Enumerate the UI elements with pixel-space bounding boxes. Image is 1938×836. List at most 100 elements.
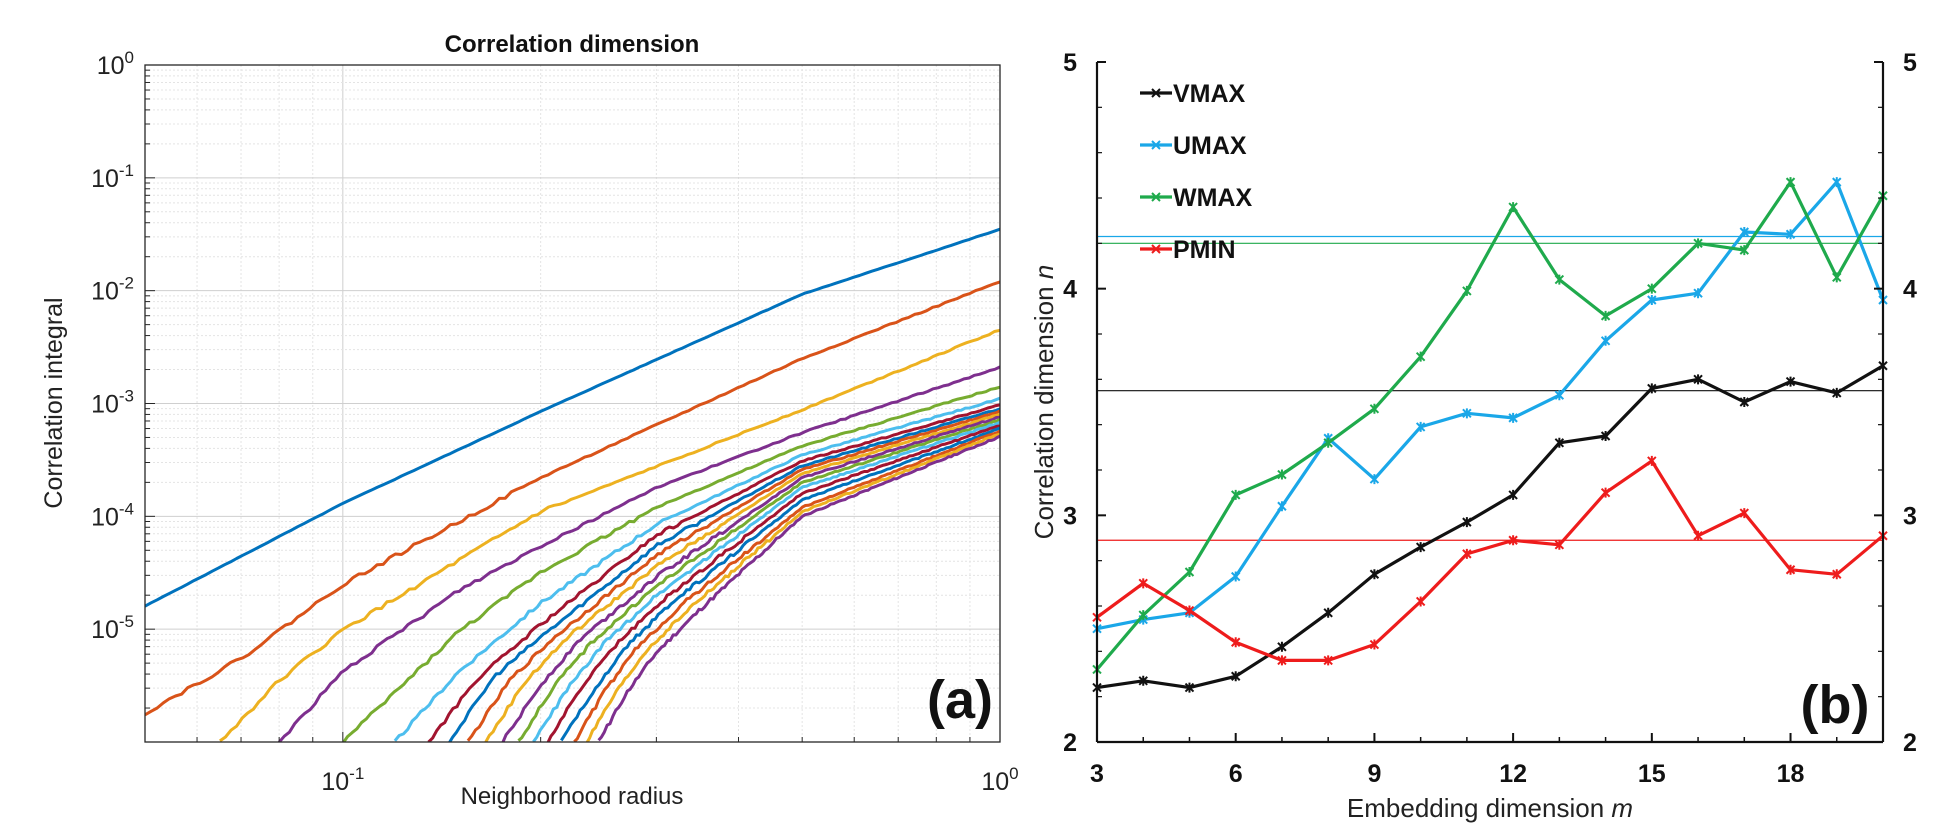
marker-WMAX [1693,238,1703,249]
panel-b-ylabel: Correlation dimension n [1029,265,1059,540]
marker-PMIN [1184,605,1195,616]
panel-b-xlabel: Embedding dimension m [1347,793,1633,823]
b-x-tick-label: 12 [1499,760,1527,788]
marker-UMAX [1508,412,1518,423]
series-line-m=11 [466,409,1000,742]
y-tick-label: 10-1 [91,161,134,193]
series-line-m=5 [219,328,1000,742]
series-line-WMAX [1095,180,1885,671]
marker-VMAX [1693,374,1703,385]
legend-marker-VMAX [1151,88,1161,98]
b-y-tick-label: 2 [1063,729,1077,757]
marker-PMIN [1785,564,1796,575]
marker-WMAX [1323,437,1333,448]
marker-PMIN [1554,539,1565,550]
marker-VMAX [1832,387,1842,398]
marker-UMAX [1462,408,1472,419]
legend-label-UMAX: UMAX [1173,132,1247,160]
marker-UMAX [1693,288,1703,299]
marker-VMAX [1508,489,1518,500]
marker-PMIN [1508,535,1518,546]
marker-WMAX [1785,177,1796,188]
series-line-m=10 [447,407,1000,742]
legend-marker-UMAX [1151,140,1161,150]
marker-WMAX [1369,403,1380,414]
marker-WMAX [1554,274,1565,285]
panel-b-xlabel-text: Embedding dimension [1347,793,1612,823]
panel-b-xlabel-var: m [1611,793,1633,823]
marker-UMAX [1647,295,1657,305]
marker-PMIN [1323,655,1333,666]
marker-VMAX [1323,607,1333,618]
series-line-m=20 [597,434,1000,742]
marker-PMIN [1739,508,1749,519]
marker-WMAX [1184,567,1195,577]
marker-PMIN [1462,548,1472,559]
panel-b-ylabel-var: n [1029,265,1059,279]
b-x-tick-label: 3 [1090,760,1104,788]
marker-UMAX [1277,501,1287,512]
marker-VMAX [1785,376,1796,387]
legend-label-WMAX: WMAX [1173,184,1252,212]
b-x-tick-label: 15 [1638,760,1666,788]
marker-PMIN [1369,639,1380,650]
y-tick-label: 10-2 [91,274,134,306]
marker-PMIN [1832,569,1842,580]
marker-WMAX [1138,610,1148,621]
series-line-VMAX [1096,364,1884,690]
panel-a-ticks: 10-1 100 100 10-1 10-2 10-3 10-4 10-5 [91,48,1019,796]
series-line-m=8 [393,396,1000,742]
marker-PMIN [1647,455,1657,466]
panel-a-series-group [145,227,1000,742]
b-y-tick-label: 4 [1903,276,1917,304]
marker-WMAX [1647,283,1657,294]
panel-b-series-group [1092,177,1888,693]
b-y-tick-label: 5 [1063,49,1077,77]
legend-label-PMIN: PMIN [1173,236,1236,264]
panel-a-xlabel: Neighborhood radius [461,783,684,810]
marker-VMAX [1739,397,1749,407]
panel-b-ylabel-text: Correlation dimension [1029,279,1059,539]
marker-WMAX [1508,202,1518,213]
marker-UMAX [1600,335,1611,346]
series-line-PMIN [1096,459,1885,663]
marker-VMAX [1184,682,1195,693]
legend-marker-WMAX [1151,192,1161,202]
marker-PMIN [1415,596,1426,607]
series-line-m=14 [517,417,1000,742]
x-tick-label: 10-1 [321,764,364,796]
series-line-m=15 [532,420,1000,742]
panel-b-mean-lines [1097,235,1883,541]
series-line-m=16 [546,424,1000,742]
series-line-m=18 [573,429,1000,742]
panel-a-title: Correlation dimension [445,31,700,58]
marker-VMAX [1554,437,1565,448]
marker-UMAX [1231,571,1241,582]
b-y-tick-label: 4 [1063,276,1077,304]
b-y-tick-label: 3 [1063,502,1077,530]
marker-VMAX [1647,383,1657,394]
marker-VMAX [1369,569,1380,580]
panel-b-legend: VMAX UMAX WMAX PMIN [1140,80,1252,264]
legend-label-VMAX: VMAX [1173,80,1246,108]
panel-a: 10-1 100 100 10-1 10-2 10-3 10-4 10-5 Correlati… [40,31,1019,810]
series-line-m=7 [342,385,1000,742]
marker-WMAX [1462,285,1472,296]
marker-VMAX [1277,641,1287,652]
y-tick-label: 10-4 [91,499,134,531]
marker-PMIN [1277,655,1287,666]
b-x-tick-label: 6 [1229,760,1243,788]
marker-WMAX [1231,489,1241,500]
marker-WMAX [1739,245,1749,256]
b-x-tick-label: 18 [1777,760,1805,788]
marker-PMIN [1693,530,1703,541]
series-line-m=17 [560,426,1000,742]
series-line-m=3 [145,227,1000,608]
marker-UMAX [1369,474,1380,485]
marker-VMAX [1231,671,1241,682]
panel-b: 3 6 9 12 15 182 23 34 45 5 Embedding dimension m … [1029,49,1917,823]
b-x-tick-label: 9 [1367,760,1381,788]
series-line-m=19 [585,432,1000,742]
panel-b-ticks: 3 6 9 12 15 182 23 34 45 5 [1063,49,1917,788]
